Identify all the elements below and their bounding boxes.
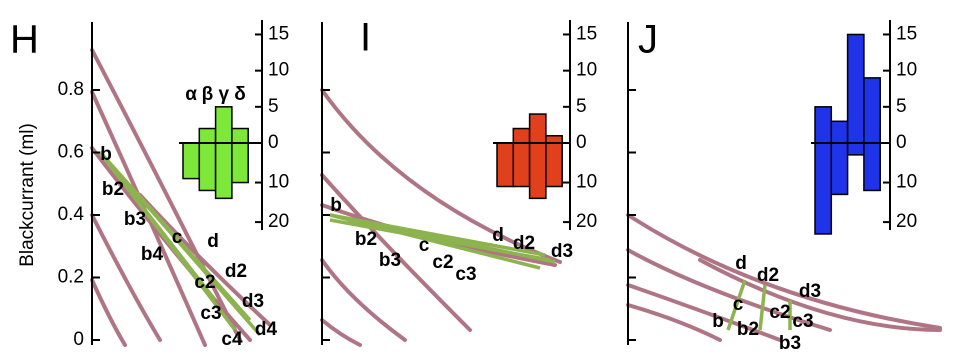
- point-label: b: [100, 144, 112, 165]
- bar: [830, 120, 849, 196]
- curve: [320, 258, 407, 342]
- y-tick-label: 0.4: [58, 204, 85, 225]
- inset-tick-label: 15: [268, 23, 289, 44]
- point-label: d2: [225, 261, 247, 282]
- bar: [496, 142, 515, 188]
- bar: [545, 135, 563, 188]
- inset-tick-label: 15: [896, 23, 917, 44]
- point-label: d: [735, 253, 747, 274]
- inset-tick-label: 0: [576, 132, 587, 153]
- curve: [90, 48, 242, 342]
- curve: [626, 303, 722, 342]
- point-label: b: [330, 195, 342, 216]
- green-line: [98, 150, 262, 337]
- point-label: d4: [255, 319, 278, 340]
- inset-tick-label: 20: [268, 211, 289, 232]
- point-label: b3: [379, 250, 401, 271]
- point-label: d3: [242, 291, 264, 312]
- point-label: c2: [769, 302, 790, 323]
- point-label: d2: [757, 265, 779, 286]
- point-label: c: [733, 294, 744, 315]
- curve: [626, 283, 782, 342]
- curve: [698, 258, 942, 332]
- point-label: b3: [124, 209, 146, 230]
- point-label: d2: [513, 233, 535, 254]
- category-label: α: [185, 84, 197, 105]
- curve: [90, 213, 162, 342]
- panel-letter: I: [360, 16, 371, 60]
- inset-tick-label: 5: [896, 96, 907, 117]
- bar: [512, 127, 531, 188]
- curve: [320, 88, 562, 264]
- bar: [182, 142, 201, 180]
- y-tick-label: 0.6: [58, 142, 84, 163]
- inset-tick-label: 20: [576, 211, 597, 232]
- panel-letter: J: [638, 18, 658, 62]
- curves: [90, 48, 942, 347]
- curve: [626, 248, 832, 332]
- inset-tick-label: 15: [576, 23, 597, 44]
- inset-tick-label: 5: [576, 96, 587, 117]
- bar: [814, 106, 833, 235]
- point-label: c3: [200, 303, 221, 324]
- green-line: [329, 213, 556, 270]
- y-tick-label: 0: [73, 329, 84, 350]
- inset-tick-label: 10: [576, 172, 597, 193]
- inset-tick-label: 0: [896, 132, 907, 153]
- bar: [214, 106, 233, 200]
- inset-tick-label: 5: [268, 96, 279, 117]
- inset-tick-label: 20: [896, 211, 917, 232]
- point-label: d3: [799, 281, 821, 302]
- panel-letter: H: [10, 18, 39, 62]
- point-label: b4: [141, 244, 164, 265]
- point-label: c3: [455, 264, 476, 285]
- point-label: b2: [102, 179, 124, 200]
- curve: [320, 318, 362, 347]
- category-label: δ: [234, 84, 246, 105]
- point-label: c: [172, 227, 183, 248]
- curve: [626, 213, 942, 330]
- point-label: c2: [432, 252, 453, 273]
- category-label: β: [202, 84, 214, 105]
- inset-tick-label: 10: [896, 60, 917, 81]
- point-label: b2: [355, 229, 377, 250]
- bar: [231, 127, 249, 184]
- inset-tick-label: 10: [896, 172, 917, 193]
- point-label: d: [207, 231, 219, 252]
- y-tick-label: 0.8: [58, 79, 84, 100]
- inset-tick-label: 0: [268, 132, 279, 153]
- inset-tick-label: 10: [268, 60, 289, 81]
- point-label: b: [712, 311, 724, 332]
- point-label: c4: [221, 329, 243, 350]
- inset-tick-label: 10: [268, 172, 289, 193]
- point-label: c3: [792, 311, 813, 332]
- curve: [90, 278, 127, 347]
- y-tick-label: 0.2: [58, 267, 84, 288]
- curve: [320, 173, 472, 332]
- point-label: d: [492, 225, 504, 246]
- bar: [863, 77, 881, 192]
- inset-tick-label: 10: [576, 60, 597, 81]
- point-label: c2: [194, 272, 215, 293]
- point-label: d3: [551, 241, 573, 262]
- point-label: b2: [737, 319, 759, 340]
- green-line: [726, 279, 792, 331]
- category-label: γ: [218, 84, 229, 105]
- bar: [528, 113, 547, 200]
- bar: [846, 33, 865, 156]
- point-label: c: [419, 235, 430, 256]
- y-axis-label: Blackcurrant (ml): [17, 123, 38, 267]
- axes: [91, 22, 629, 345]
- bar: [198, 127, 217, 192]
- point-label: b3: [779, 333, 801, 354]
